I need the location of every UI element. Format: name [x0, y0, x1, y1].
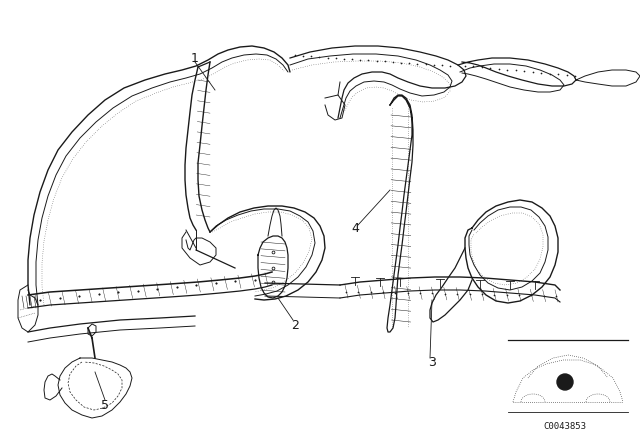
Circle shape — [557, 374, 573, 390]
Text: 2: 2 — [291, 319, 299, 332]
Text: 5: 5 — [101, 399, 109, 412]
Text: C0043853: C0043853 — [543, 422, 586, 431]
Text: 4: 4 — [351, 221, 359, 234]
Text: 3: 3 — [428, 356, 436, 369]
Text: 1: 1 — [191, 52, 199, 65]
